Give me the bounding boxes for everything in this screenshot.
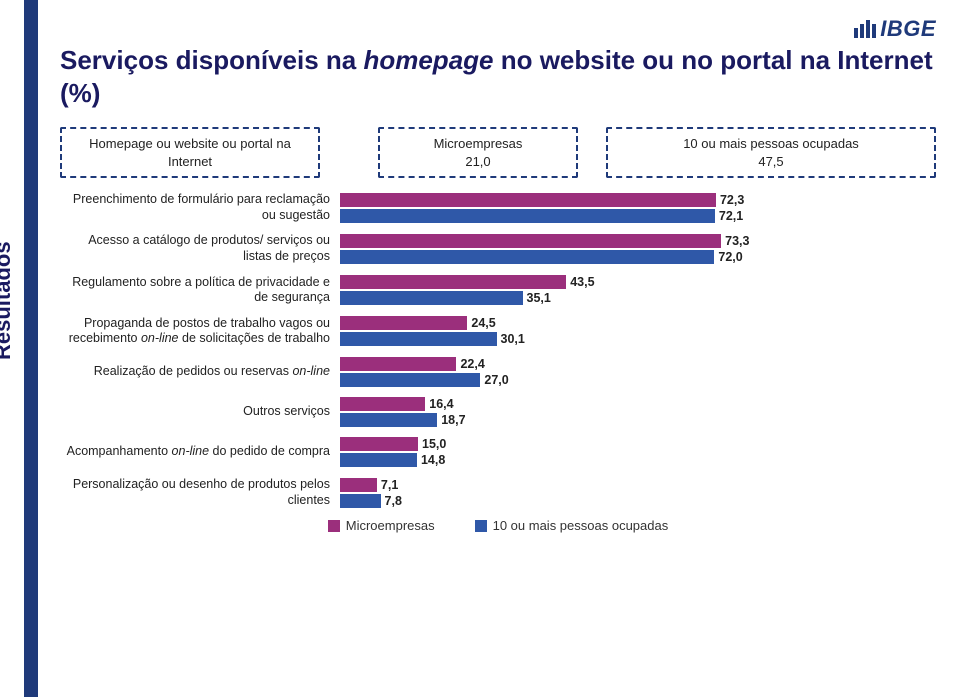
chart-row-label: Realização de pedidos ou reservas on-lin… xyxy=(60,364,340,380)
bar-value-micro: 43,5 xyxy=(570,275,594,289)
bar-micro xyxy=(340,316,467,330)
header-micro-value: 21,0 xyxy=(396,153,560,171)
bar-large xyxy=(340,453,417,467)
chart-row: Preenchimento de formulário para reclama… xyxy=(60,192,936,223)
title-italic: homepage xyxy=(363,45,493,75)
chart-row-label: Regulamento sobre a política de privacid… xyxy=(60,275,340,306)
bar-micro xyxy=(340,478,377,492)
chart-row-bars: 16,4 18,7 xyxy=(340,397,860,427)
bar-value-large: 72,0 xyxy=(718,250,742,264)
chart-row-bars: 22,427,0 xyxy=(340,357,860,387)
bar-micro xyxy=(340,357,456,371)
bar-value-micro: 72,3 xyxy=(720,193,744,207)
logo-text: IBGE xyxy=(880,16,936,42)
chart-row: Propaganda de postos de trabalho vagos o… xyxy=(60,316,936,347)
bar-value-micro: 7,1 xyxy=(381,478,398,492)
header-box-large: 10 ou mais pessoas ocupadas 47,5 xyxy=(606,127,936,178)
header-large-value: 47,5 xyxy=(624,153,918,171)
side-label-resultados: Resultados xyxy=(0,241,16,360)
bar-value-large: 18,7 xyxy=(441,413,465,427)
chart-row: Outros serviços 16,4 18,7 xyxy=(60,397,936,427)
page-title: Serviços disponíveis na homepage no webs… xyxy=(60,44,936,109)
legend-item-large: 10 ou mais pessoas ocupadas xyxy=(475,518,669,533)
bar-value-large: 72,1 xyxy=(719,209,743,223)
left-accent-stripe xyxy=(24,0,38,697)
chart-row: Realização de pedidos ou reservas on-lin… xyxy=(60,357,936,387)
bar-value-large: 35,1 xyxy=(527,291,551,305)
chart-legend: Microempresas 10 ou mais pessoas ocupada… xyxy=(60,518,936,533)
bar-value-micro: 73,3 xyxy=(725,234,749,248)
chart-row-label: Preenchimento de formulário para reclama… xyxy=(60,192,340,223)
chart-row: Regulamento sobre a política de privacid… xyxy=(60,275,936,306)
header-box-portal: Homepage ou website ou portal na Interne… xyxy=(60,127,320,178)
bar-large xyxy=(340,332,497,346)
ibge-logo: IBGE xyxy=(854,16,936,42)
chart-row: Acesso a catálogo de produtos/ serviços … xyxy=(60,233,936,264)
bar-large xyxy=(340,209,715,223)
bar-large xyxy=(340,494,381,508)
bar-micro xyxy=(340,437,418,451)
logo-bars-icon xyxy=(854,20,876,38)
bar-value-large: 30,1 xyxy=(501,332,525,346)
legend-label-micro: Microempresas xyxy=(346,518,435,533)
bar-value-micro: 16,4 xyxy=(429,397,453,411)
header-micro-label: Microempresas xyxy=(396,135,560,153)
bar-micro xyxy=(340,234,721,248)
legend-swatch-micro xyxy=(328,520,340,532)
legend-swatch-large xyxy=(475,520,487,532)
chart-row-label: Personalização ou desenho de produtos pe… xyxy=(60,477,340,508)
bar-value-micro: 22,4 xyxy=(460,357,484,371)
chart-row-bars: 24,5 30,1 xyxy=(340,316,860,346)
bar-value-micro: 15,0 xyxy=(422,437,446,451)
chart-row-bars: 72,3 72,1 xyxy=(340,193,860,223)
title-part1: Serviços disponíveis na xyxy=(60,45,363,75)
chart-row-bars: 73,3 72,0 xyxy=(340,234,860,264)
chart-row-label: Propaganda de postos de trabalho vagos o… xyxy=(60,316,340,347)
header-large-label: 10 ou mais pessoas ocupadas xyxy=(624,135,918,153)
chart-row-label: Acesso a catálogo de produtos/ serviços … xyxy=(60,233,340,264)
legend-item-micro: Microempresas xyxy=(328,518,435,533)
bar-large xyxy=(340,373,480,387)
bar-micro xyxy=(340,397,425,411)
bar-micro xyxy=(340,275,566,289)
bar-chart: Preenchimento de formulário para reclama… xyxy=(60,192,936,533)
bar-large xyxy=(340,413,437,427)
bar-micro xyxy=(340,193,716,207)
bar-large xyxy=(340,250,714,264)
bar-value-large: 14,8 xyxy=(421,453,445,467)
legend-label-large: 10 ou mais pessoas ocupadas xyxy=(493,518,669,533)
chart-row-bars: 15,0 14,8 xyxy=(340,437,860,467)
bar-value-large: 7,8 xyxy=(385,494,402,508)
header-boxes: Homepage ou website ou portal na Interne… xyxy=(60,127,936,178)
chart-row-label: Outros serviços xyxy=(60,404,340,420)
bar-value-micro: 24,5 xyxy=(471,316,495,330)
chart-row-label: Acompanhamento on-line do pedido de comp… xyxy=(60,444,340,460)
main-content: Serviços disponíveis na homepage no webs… xyxy=(60,44,936,533)
bar-large xyxy=(340,291,523,305)
header-box-micro: Microempresas 21,0 xyxy=(378,127,578,178)
chart-row: Personalização ou desenho de produtos pe… xyxy=(60,477,936,508)
chart-row: Acompanhamento on-line do pedido de comp… xyxy=(60,437,936,467)
chart-row-bars: 43,5 35,1 xyxy=(340,275,860,305)
chart-row-bars: 7,17,8 xyxy=(340,478,860,508)
bar-value-large: 27,0 xyxy=(484,373,508,387)
